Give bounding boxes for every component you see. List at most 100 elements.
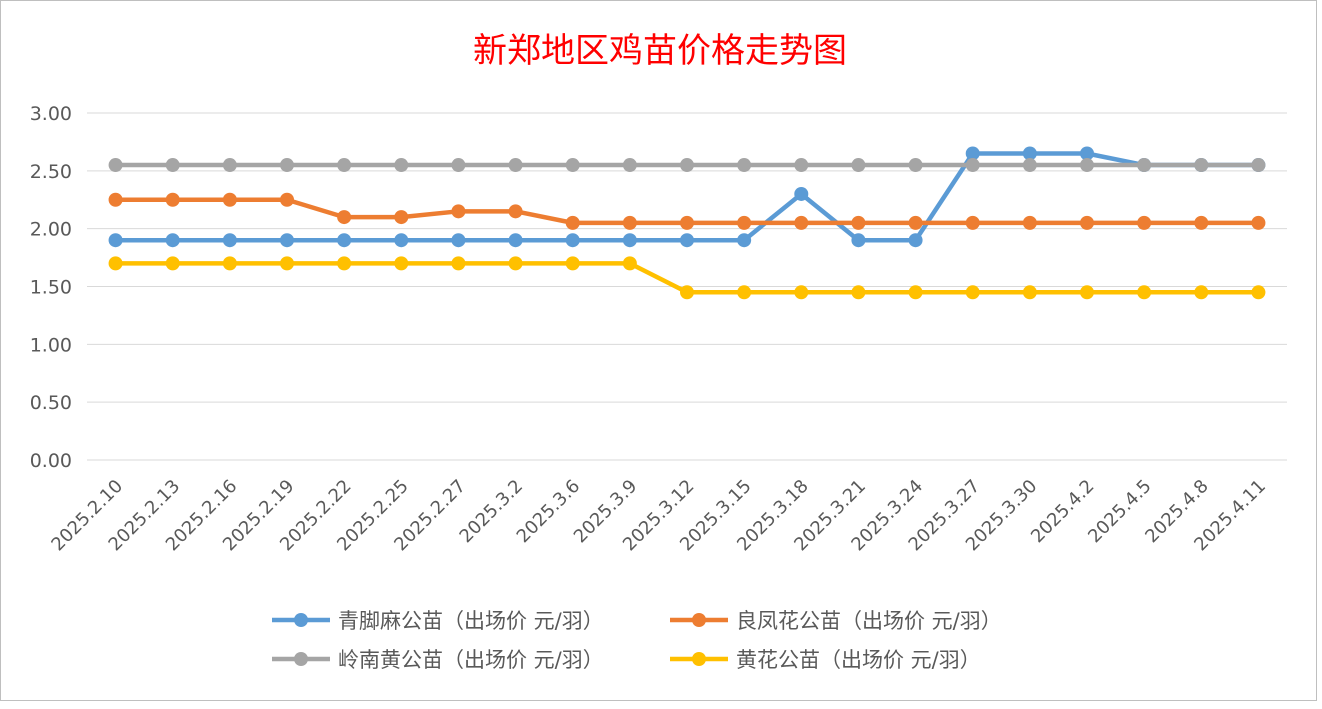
data-point	[908, 215, 923, 230]
data-point	[222, 256, 237, 271]
data-point	[965, 146, 980, 161]
legend-item: 黄花公苗（出场价 元/羽）	[670, 648, 981, 672]
data-point	[108, 192, 123, 207]
data-point	[737, 215, 752, 230]
data-point	[737, 158, 752, 173]
data-point	[394, 233, 409, 248]
data-point	[794, 186, 809, 201]
data-point	[908, 158, 923, 173]
legend-item: 良凤花公苗（出场价 元/羽）	[670, 609, 1002, 633]
data-point	[108, 158, 123, 173]
series-3	[108, 256, 1266, 300]
legend-marker	[692, 613, 706, 627]
data-point	[565, 233, 580, 248]
data-point	[222, 192, 237, 207]
y-tick-label: 1.00	[30, 334, 72, 356]
data-point	[565, 215, 580, 230]
data-point	[1251, 215, 1266, 230]
data-point	[680, 233, 694, 248]
data-point	[1022, 158, 1037, 173]
legend-label: 良凤花公苗（出场价 元/羽）	[736, 609, 1002, 633]
data-point	[1022, 215, 1037, 230]
data-point	[851, 233, 866, 248]
data-point	[1022, 146, 1037, 161]
data-point	[1194, 215, 1209, 230]
series-group	[108, 146, 1266, 300]
data-point	[337, 256, 352, 271]
data-point	[1080, 146, 1094, 161]
data-point	[1194, 158, 1209, 173]
data-point	[1080, 215, 1094, 230]
data-point	[1080, 158, 1094, 173]
data-point	[451, 256, 466, 271]
data-point	[222, 158, 237, 173]
data-point	[680, 215, 694, 230]
data-point	[337, 233, 352, 248]
y-tick-label: 2.00	[30, 219, 72, 241]
legend-label: 青脚麻公苗（出场价 元/羽）	[338, 609, 604, 633]
data-point	[1080, 285, 1094, 300]
data-point	[622, 256, 637, 271]
data-point	[908, 285, 923, 300]
data-point	[165, 192, 180, 207]
chart-title: 新郑地区鸡苗价格走势图	[473, 31, 847, 71]
data-point	[337, 210, 352, 225]
y-tick-label: 0.50	[30, 392, 72, 414]
data-point	[451, 158, 466, 173]
legend: 青脚麻公苗（出场价 元/羽） 良凤花公苗（出场价 元/羽） 岭南黄公苗（出场价 元/…	[272, 609, 1002, 672]
data-point	[280, 256, 294, 271]
legend-label: 黄花公苗（出场价 元/羽）	[736, 648, 981, 672]
y-tick-label: 2.50	[30, 161, 72, 183]
data-point	[1022, 285, 1037, 300]
y-axis-ticks: 0.00 0.50 1.00 1.50 2.00 2.50 3.00	[30, 103, 72, 472]
legend-item: 青脚麻公苗（出场价 元/羽）	[272, 609, 604, 633]
data-point	[451, 233, 466, 248]
data-point	[508, 233, 523, 248]
data-point	[851, 158, 866, 173]
data-point	[508, 256, 523, 271]
data-point	[1137, 158, 1152, 173]
data-point	[680, 158, 694, 173]
data-point	[622, 233, 637, 248]
legend-marker	[294, 652, 308, 666]
data-point	[680, 285, 694, 300]
series-0	[108, 146, 1266, 248]
data-point	[165, 233, 180, 248]
data-point	[1194, 285, 1209, 300]
data-point	[965, 285, 980, 300]
data-point	[965, 158, 980, 173]
data-point	[108, 256, 123, 271]
data-point	[851, 285, 866, 300]
y-tick-label: 1.50	[30, 277, 72, 299]
data-point	[794, 158, 809, 173]
data-point	[908, 233, 923, 248]
data-point	[1137, 285, 1152, 300]
data-point	[280, 192, 294, 207]
data-point	[165, 158, 180, 173]
data-point	[394, 256, 409, 271]
data-point	[280, 233, 294, 248]
data-point	[622, 158, 637, 173]
data-point	[222, 233, 237, 248]
data-point	[508, 204, 523, 219]
data-point	[965, 215, 980, 230]
data-point	[565, 158, 580, 173]
data-point	[851, 215, 866, 230]
legend-item: 岭南黄公苗（出场价 元/羽）	[272, 648, 604, 672]
data-point	[1137, 215, 1152, 230]
data-point	[108, 233, 123, 248]
legend-label: 岭南黄公苗（出场价 元/羽）	[338, 648, 604, 672]
data-point	[165, 256, 180, 271]
legend-marker	[692, 652, 706, 666]
y-tick-label: 3.00	[30, 103, 72, 125]
data-point	[565, 256, 580, 271]
data-point	[622, 215, 637, 230]
data-point	[394, 210, 409, 225]
data-point	[794, 285, 809, 300]
data-point	[508, 158, 523, 173]
data-point	[737, 285, 752, 300]
data-point	[394, 158, 409, 173]
